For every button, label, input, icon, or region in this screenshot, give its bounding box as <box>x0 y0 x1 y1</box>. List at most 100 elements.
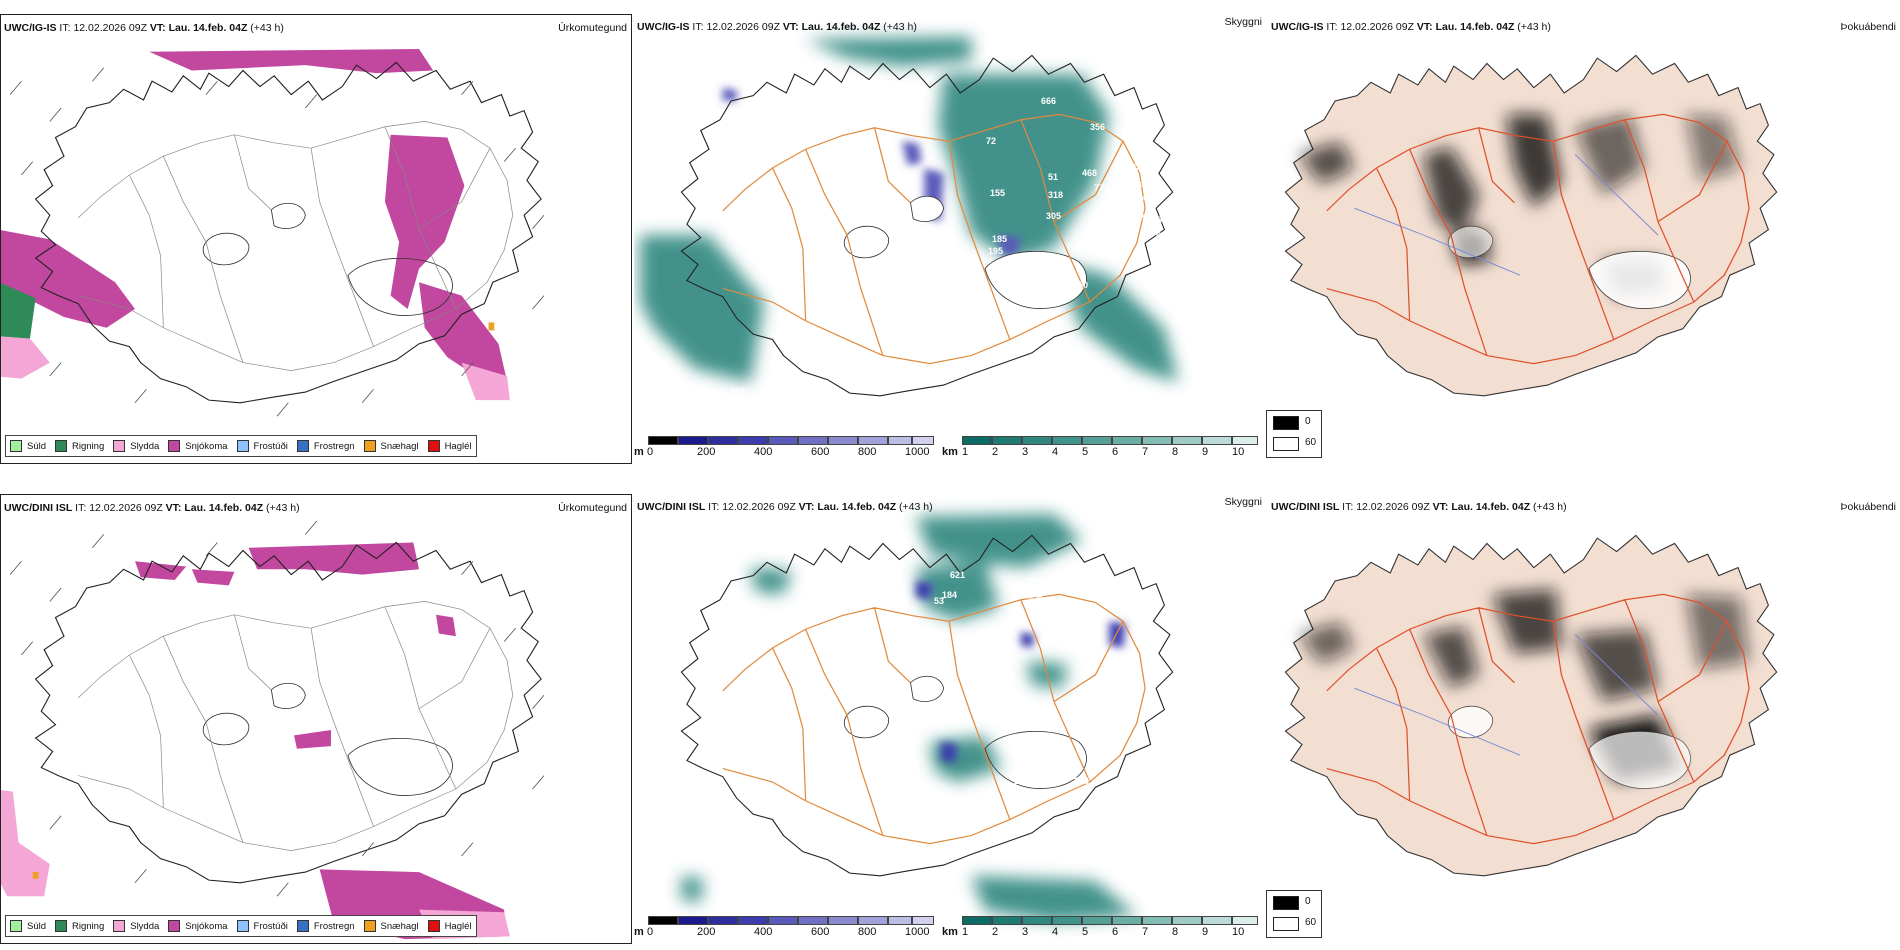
station-value: 390 <box>1074 776 1089 786</box>
fog-scale-swatch <box>1273 437 1299 451</box>
station-value: 72 <box>986 136 996 146</box>
colorbar-unit: m <box>634 926 644 938</box>
station-value: 650 <box>1137 180 1152 190</box>
fog-indicator-panel-2: UWC/DINI ISL IT: 12.02.2026 09Z VT: Lau.… <box>1268 494 1900 944</box>
station-value: 51 <box>1048 172 1058 182</box>
station-value: 184 <box>942 590 957 600</box>
colorbar-tick: 10 <box>1232 926 1245 938</box>
colorbar-tick: 200 <box>697 446 716 458</box>
legend-swatch <box>55 920 68 932</box>
panel-title: UWC/IG-IS IT: 12.02.2026 09Z VT: Lau. 14… <box>4 22 284 34</box>
colorbar-unit: km <box>942 446 958 458</box>
station-value: 318 <box>1048 190 1063 200</box>
station-value: 195 <box>988 246 1003 256</box>
colorbar-segment <box>828 916 858 925</box>
legend-swatch <box>296 440 309 452</box>
precip-type-legend: Súld Rigning Slydda Snjókoma Frostúði Fr… <box>5 915 477 937</box>
station-value: 509 <box>1157 215 1172 225</box>
colorbar-segment <box>912 436 934 445</box>
colorbar-segment <box>888 916 912 925</box>
fog-scale-swatch <box>1273 896 1299 910</box>
colorbar-segment <box>738 916 768 925</box>
colorbar-segment <box>1142 916 1172 925</box>
colorbar-tick: 600 <box>811 446 830 458</box>
colorbar-tick: 1000 <box>905 926 930 938</box>
legend-swatch <box>363 920 376 932</box>
precip-type-panel-1: UWC/IG-IS IT: 12.02.2026 09Z VT: Lau. 14… <box>0 14 632 464</box>
colorbar-segment <box>1112 916 1142 925</box>
station-value: 986 <box>730 386 745 396</box>
legend-swatch <box>236 440 249 452</box>
colorbar-segment <box>798 916 828 925</box>
colorbar-tick: 4 <box>1052 446 1059 458</box>
colorbar-segment <box>1172 916 1202 925</box>
legend-item: Haglél <box>427 440 472 452</box>
visibility-panel-2: 621 533 956 314 171 390 53 184 UWC/DINI … <box>634 494 1266 944</box>
station-value: 314 <box>1048 612 1063 622</box>
colorbar-segment <box>768 916 798 925</box>
station-value: 666 <box>1041 96 1056 106</box>
legend-item: Snæhagl <box>363 440 419 452</box>
station-value: 356 <box>1090 122 1105 132</box>
fog-scale-value: 60 <box>1305 437 1317 448</box>
colorbar-segment <box>992 916 1022 925</box>
station-value: 155 <box>990 188 1005 198</box>
station-value: 342 <box>1050 278 1065 288</box>
legend-item: Haglél <box>427 920 472 932</box>
colorbar-segment <box>1232 916 1258 925</box>
colorbar-tick: 1 <box>962 446 969 458</box>
colorbar-segment <box>1052 436 1082 445</box>
colorbar-segment <box>992 436 1022 445</box>
colorbar-tick: 10 <box>1232 446 1245 458</box>
panel-title: UWC/DINI ISL IT: 12.02.2026 09Z VT: Lau.… <box>4 502 300 514</box>
colorbar-segment <box>708 436 738 445</box>
colorbar-tick: 3 <box>1022 446 1029 458</box>
station-value: 992 <box>1172 318 1187 328</box>
legend-item: Rigning <box>55 920 104 932</box>
station-value: 535 <box>1142 213 1157 223</box>
colorbar-segment <box>768 436 798 445</box>
colorbar-segment <box>798 436 828 445</box>
colorbar-segment <box>648 916 678 925</box>
legend-item: Súld <box>10 440 46 452</box>
colorbar-segment <box>1202 436 1232 445</box>
visibility-map-2: 621 533 956 314 171 390 53 184 <box>680 514 1174 922</box>
station-value: 621 <box>950 570 965 580</box>
colorbar-segment <box>1202 916 1232 925</box>
fog-indicator-panel-1: UWC/IG-IS IT: 12.02.2026 09Z VT: Lau. 14… <box>1268 14 1900 464</box>
panel-label: Úrkomutegund <box>558 22 627 34</box>
panel-title: UWC/DINI ISL IT: 12.02.2026 09Z VT: Lau.… <box>1271 501 1567 513</box>
colorbar-unit: km <box>942 926 958 938</box>
station-value: 468 <box>1082 168 1097 178</box>
legend-item: Slydda <box>113 920 159 932</box>
colorbar-tick: 8 <box>1172 926 1179 938</box>
precip-type-panel-2: UWC/DINI ISL IT: 12.02.2026 09Z VT: Lau.… <box>0 494 632 944</box>
colorbar-segment <box>1022 916 1052 925</box>
colorbar-tick: 8 <box>1172 446 1179 458</box>
panel-label: Skyggni <box>1224 496 1262 508</box>
colorbar-tick: 400 <box>754 926 773 938</box>
legend-swatch <box>296 920 309 932</box>
fog-scale-legend-1: 0 60 <box>1266 410 1322 458</box>
colorbar-tick: 2 <box>992 926 999 938</box>
legend-item: Frostregn <box>296 920 355 932</box>
fog-scale-value: 0 <box>1305 416 1311 427</box>
fog-scale-value: 60 <box>1305 917 1317 928</box>
legend-item: Snjókoma <box>168 920 228 932</box>
panel-title: UWC/IG-IS IT: 12.02.2026 09Z VT: Lau. 14… <box>1271 21 1551 33</box>
visibility-panel-1: 666 356 347 293 468 773 650 846 535 509 … <box>634 14 1266 464</box>
station-value: 773 <box>1094 183 1109 193</box>
station-value: 185 <box>992 234 1007 244</box>
legend-swatch <box>168 920 181 932</box>
colorbar-tick: 2 <box>992 446 999 458</box>
colorbar-tick: 600 <box>811 926 830 938</box>
colorbar-segment <box>1052 916 1082 925</box>
station-value-labels: 621 533 956 314 171 390 53 184 <box>934 570 1089 786</box>
colorbar-tick: 9 <box>1202 926 1209 938</box>
legend-item: Frostúði <box>236 920 288 932</box>
ceiling-colorbar: m 0 200 400 600 800 1000 <box>634 916 938 938</box>
station-value: 50 <box>1078 280 1088 290</box>
station-value: 52 <box>1156 231 1166 241</box>
colorbar-segment <box>1022 436 1052 445</box>
panel-label: Þokuábendi <box>1840 21 1896 33</box>
